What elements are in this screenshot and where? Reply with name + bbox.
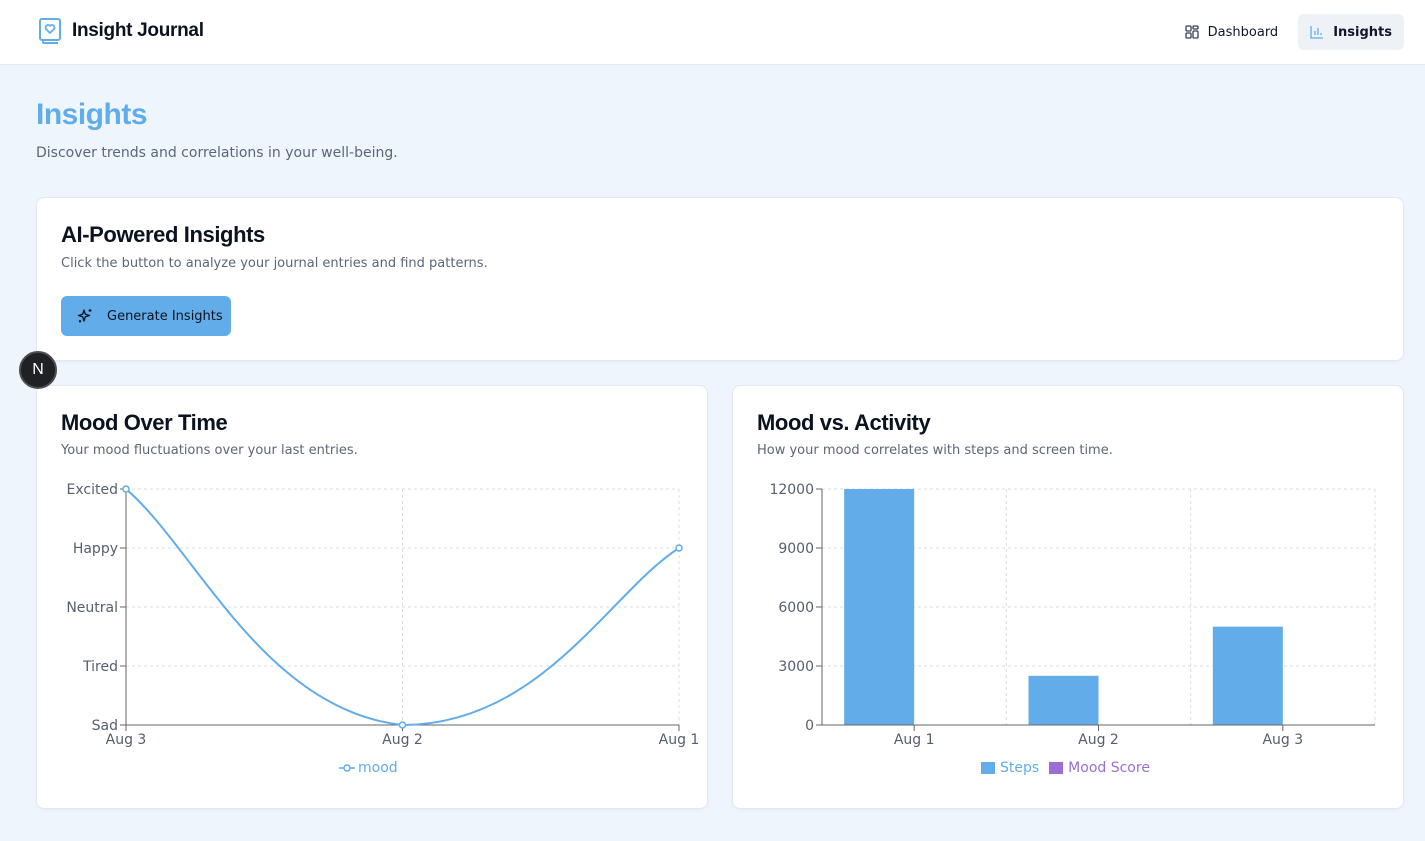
legend-label-mood: mood [358, 760, 398, 776]
app-header: Insight Journal Dashboard Insights [0, 0, 1425, 65]
x-tick-label: Aug 1 [659, 732, 700, 748]
sparkles-icon [77, 309, 92, 323]
nav-insights-label: Insights [1333, 24, 1392, 40]
mood-data-point [675, 544, 683, 552]
y-tick-label: Tired [82, 659, 118, 675]
x-tick-label: Aug 1 [894, 732, 935, 748]
y-tick-label: Excited [67, 482, 118, 498]
layout-grid-icon [1185, 25, 1199, 39]
activity-chart-title: Mood vs. Activity [757, 410, 931, 435]
bar-chart-icon [1310, 26, 1324, 39]
mood-over-time-card: Mood Over Time Your mood fluctuations ov… [36, 385, 708, 809]
mood-score-swatch [1049, 762, 1064, 774]
legend-item-mood[interactable]: mood [339, 760, 398, 776]
journal-heart-icon [39, 18, 61, 44]
nav-insights[interactable]: Insights [1298, 14, 1404, 50]
ai-insights-title: AI-Powered Insights [61, 222, 265, 247]
app-name: Insight Journal [72, 20, 204, 41]
ai-insights-description: Click the button to analyze your journal… [61, 256, 488, 271]
nav-dashboard-label: Dashboard [1207, 24, 1279, 40]
mood-chart-legend: mood [334, 760, 403, 776]
mood-chart-description: Your mood fluctuations over your last en… [61, 443, 358, 458]
y-tick-label: Happy [73, 541, 118, 557]
generate-insights-button[interactable]: Generate Insights [61, 296, 231, 336]
legend-item-steps[interactable]: Steps [981, 760, 1039, 776]
activity-chart-description: How your mood correlates with steps and … [757, 443, 1113, 458]
dev-tools-badge[interactable]: N [19, 351, 57, 389]
legend-label-mood-score: Mood Score [1068, 760, 1150, 776]
y-tick-label: Sad [92, 718, 118, 734]
nav-dashboard[interactable]: Dashboard [1173, 14, 1291, 50]
x-tick-label: Aug 2 [1078, 732, 1119, 748]
ai-insights-card: AI-Powered Insights Click the button to … [36, 197, 1404, 361]
steps-bar [1028, 675, 1099, 725]
x-tick-label: Aug 3 [1262, 732, 1303, 748]
y-tick-label: Neutral [66, 600, 118, 616]
x-tick-label: Aug 2 [382, 732, 423, 748]
y-tick-label: 12000 [769, 482, 814, 498]
generate-insights-label: Generate Insights [107, 308, 223, 324]
legend-item-mood-score[interactable]: Mood Score [1049, 760, 1150, 776]
brand[interactable]: Insight Journal [38, 17, 204, 45]
activity-chart-legend: Steps Mood Score [976, 760, 1155, 776]
activity-bar-chart: 0 3000 6000 9000 12000 Aug 1 Aug 2 Aug 3 [769, 482, 1376, 748]
mood-data-point [122, 485, 130, 493]
y-tick-label: 9000 [778, 541, 814, 557]
y-tick-label: 3000 [778, 659, 814, 675]
x-tick-label: Aug 3 [106, 732, 147, 748]
page-subtitle: Discover trends and correlations in your… [36, 145, 398, 161]
steps-swatch [981, 762, 995, 774]
main-nav: Dashboard Insights [1173, 14, 1404, 50]
page-title: Insights [36, 98, 148, 131]
mood-vs-activity-card: Mood vs. Activity How your mood correlat… [732, 385, 1404, 809]
mood-data-point [398, 721, 407, 729]
y-tick-label: 0 [805, 718, 814, 734]
steps-bar [1212, 626, 1283, 725]
steps-bar [844, 489, 915, 725]
y-tick-label: 6000 [778, 600, 814, 616]
mood-line-chart: Sad Tired Neutral Happy Excited Aug 3 Aug 2 Aug… [66, 482, 700, 748]
legend-label-steps: Steps [1000, 760, 1040, 776]
mood-chart-title: Mood Over Time [61, 410, 228, 435]
line-marker-icon [339, 764, 355, 772]
